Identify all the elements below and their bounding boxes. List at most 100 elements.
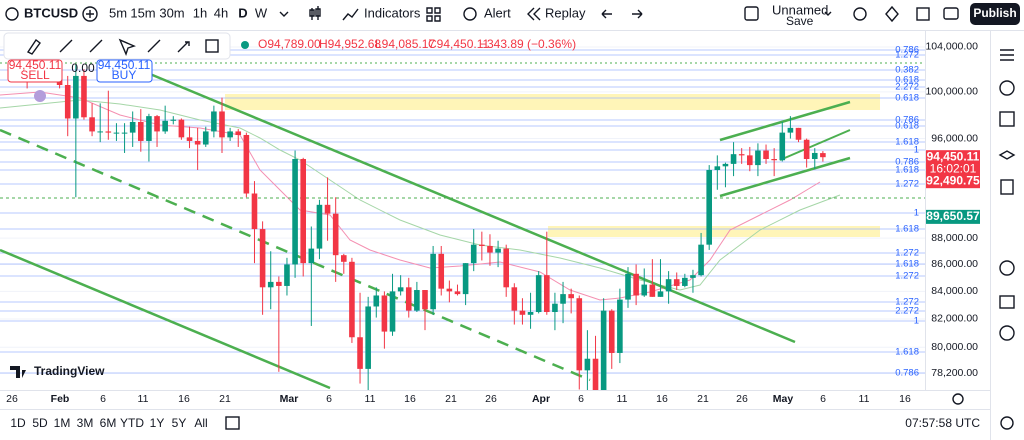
range-button[interactable]: All bbox=[194, 416, 207, 430]
buy-label[interactable]: BUY bbox=[112, 68, 137, 82]
alert-button[interactable]: Alert bbox=[484, 5, 511, 20]
sell-button[interactable] bbox=[7, 59, 63, 83]
fib-label: 1 bbox=[914, 316, 919, 327]
candle-body bbox=[617, 299, 623, 353]
publish-label[interactable]: Publish bbox=[973, 6, 1016, 20]
interval[interactable]: 15m bbox=[130, 5, 155, 20]
calendar[interactable] bbox=[999, 295, 1015, 309]
price-tag-label: 92,490.75 bbox=[926, 173, 980, 187]
indicator-badge[interactable] bbox=[34, 90, 46, 102]
range-button[interactable]: 1M bbox=[54, 416, 71, 430]
y-tick-label: 82,000.00 bbox=[931, 313, 978, 325]
compare-button[interactable] bbox=[82, 6, 98, 22]
data-window[interactable] bbox=[999, 111, 1015, 127]
candle-body bbox=[373, 295, 380, 307]
range-button[interactable]: 5Y bbox=[172, 416, 187, 430]
snapshot[interactable] bbox=[943, 7, 959, 20]
axis-settings[interactable] bbox=[952, 393, 964, 405]
candle-body bbox=[178, 119, 185, 138]
undo[interactable] bbox=[601, 9, 612, 19]
indicators-button[interactable]: Indicators bbox=[364, 5, 421, 20]
x-tick-label: 11 bbox=[138, 393, 149, 405]
candle-body bbox=[138, 121, 144, 141]
x-tick-label: May bbox=[773, 393, 794, 405]
interval[interactable]: 30m bbox=[159, 5, 184, 20]
layers[interactable] bbox=[998, 150, 1016, 160]
range-button[interactable]: 5D bbox=[32, 416, 48, 430]
candle-body bbox=[357, 337, 363, 369]
candle-body bbox=[308, 248, 315, 264]
brush-tool[interactable] bbox=[26, 38, 41, 55]
candle-body bbox=[89, 117, 95, 132]
candle-body bbox=[121, 132, 128, 134]
price-tag bbox=[926, 209, 980, 224]
fib-label: 1.272 bbox=[895, 248, 919, 259]
zone bbox=[548, 226, 880, 237]
candle-body bbox=[625, 273, 631, 300]
interval[interactable]: 5m bbox=[109, 5, 127, 20]
candle-body bbox=[673, 279, 680, 286]
settings[interactable] bbox=[885, 5, 899, 23]
save-label[interactable]: Save bbox=[786, 14, 814, 28]
buy-price[interactable]: 94,450.11 bbox=[98, 58, 151, 72]
x-tick-label: 16 bbox=[404, 393, 416, 405]
alerts[interactable] bbox=[999, 80, 1015, 96]
replay-button[interactable]: Replay bbox=[545, 5, 586, 20]
signals[interactable] bbox=[999, 260, 1015, 276]
fullscreen[interactable] bbox=[916, 7, 930, 21]
candle-body bbox=[251, 193, 258, 230]
layout-name[interactable]: Unnamed bbox=[772, 2, 828, 17]
layout-menu[interactable] bbox=[824, 11, 832, 16]
quick-search[interactable] bbox=[853, 7, 867, 21]
interval[interactable]: W bbox=[255, 5, 268, 20]
templates[interactable] bbox=[426, 7, 441, 22]
range-button[interactable]: 6M bbox=[100, 416, 117, 430]
y-tick-label: 104,000.00 bbox=[925, 41, 978, 53]
interval[interactable]: 4h bbox=[214, 5, 228, 20]
x-tick-label: 16 bbox=[178, 393, 190, 405]
range-button[interactable]: 3M bbox=[77, 416, 94, 430]
candle-body bbox=[584, 358, 591, 371]
interval-menu[interactable] bbox=[279, 11, 289, 17]
interval[interactable]: 1h bbox=[193, 5, 207, 20]
range-button[interactable]: YTD bbox=[120, 416, 144, 430]
candle-body bbox=[519, 310, 526, 315]
interval[interactable]: D bbox=[238, 5, 247, 20]
publish-button[interactable] bbox=[970, 3, 1020, 25]
search-icon[interactable] bbox=[5, 7, 19, 21]
candle-body bbox=[454, 291, 461, 295]
redo[interactable] bbox=[632, 9, 643, 19]
buy-button[interactable] bbox=[96, 59, 153, 83]
candle-body bbox=[154, 116, 160, 132]
help[interactable] bbox=[1000, 416, 1014, 430]
fib-label: 1 bbox=[914, 145, 919, 156]
symbol[interactable]: BTCUSD bbox=[24, 5, 78, 20]
ideas[interactable] bbox=[999, 325, 1015, 341]
right-sidebar bbox=[998, 49, 1016, 430]
range-button[interactable]: 1D bbox=[10, 416, 26, 430]
rect-tool[interactable] bbox=[205, 39, 219, 53]
candle-body bbox=[73, 75, 79, 119]
cursor-tool[interactable] bbox=[118, 38, 136, 56]
chart-type[interactable] bbox=[309, 6, 321, 20]
plot-area bbox=[0, 37, 925, 390]
candle-body bbox=[747, 155, 753, 166]
candle-body bbox=[633, 273, 639, 296]
sell-price[interactable]: 94,450.11 bbox=[9, 58, 62, 72]
fib-label: 1.272 bbox=[895, 179, 919, 190]
sell-label[interactable]: SELL bbox=[20, 68, 50, 82]
range-button[interactable]: 1Y bbox=[150, 416, 165, 430]
watchlist[interactable] bbox=[1000, 49, 1014, 61]
x-tick-label: Apr bbox=[532, 393, 550, 405]
x-tick-label: 11 bbox=[617, 393, 628, 405]
candle-body bbox=[422, 290, 428, 310]
notes[interactable] bbox=[1000, 179, 1014, 195]
candle-body bbox=[284, 264, 290, 286]
line-tools[interactable] bbox=[59, 39, 190, 53]
candle-body bbox=[649, 284, 656, 297]
goto-date[interactable] bbox=[225, 416, 240, 430]
layout-icon[interactable] bbox=[744, 6, 759, 21]
candles bbox=[16, 37, 826, 390]
fib-label: 1.618 bbox=[895, 165, 919, 176]
x-tick-label: 6 bbox=[578, 393, 584, 405]
